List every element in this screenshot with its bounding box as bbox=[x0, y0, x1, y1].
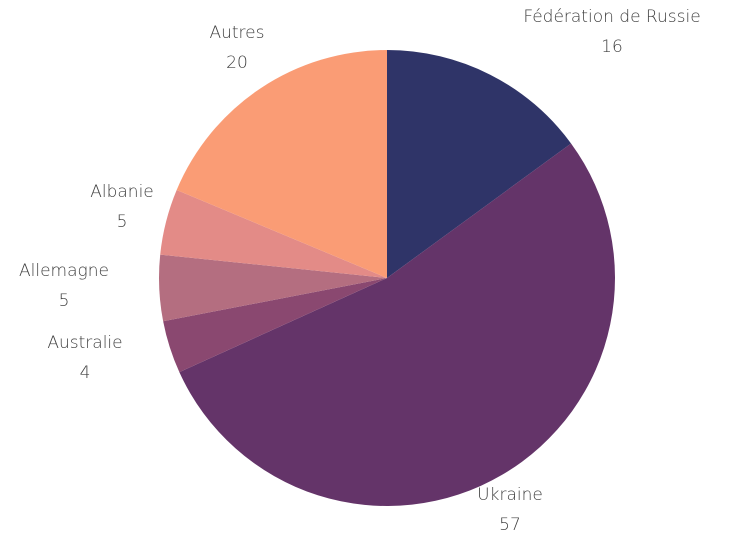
pie-slice bbox=[387, 50, 572, 278]
pie-slice bbox=[160, 189, 387, 278]
pie-slice bbox=[163, 278, 387, 373]
slice-value: 5 bbox=[117, 212, 128, 232]
slice-value: 20 bbox=[226, 53, 248, 73]
slice-value: 5 bbox=[59, 291, 70, 311]
slice-value: 4 bbox=[80, 363, 91, 383]
slice-label: Fédération de Russie bbox=[523, 7, 700, 27]
slice-label: Australie bbox=[47, 333, 122, 353]
slice-value: 57 bbox=[499, 515, 521, 535]
pie-slice bbox=[158, 254, 387, 322]
slice-label: Albanie bbox=[90, 182, 154, 202]
pie-slice bbox=[176, 50, 387, 278]
slice-label: Autres bbox=[209, 23, 264, 43]
pie-slice bbox=[179, 143, 616, 507]
slice-label: Ukraine bbox=[477, 485, 543, 505]
slice-label: Allemagne bbox=[19, 261, 109, 281]
slice-value: 16 bbox=[601, 37, 623, 57]
